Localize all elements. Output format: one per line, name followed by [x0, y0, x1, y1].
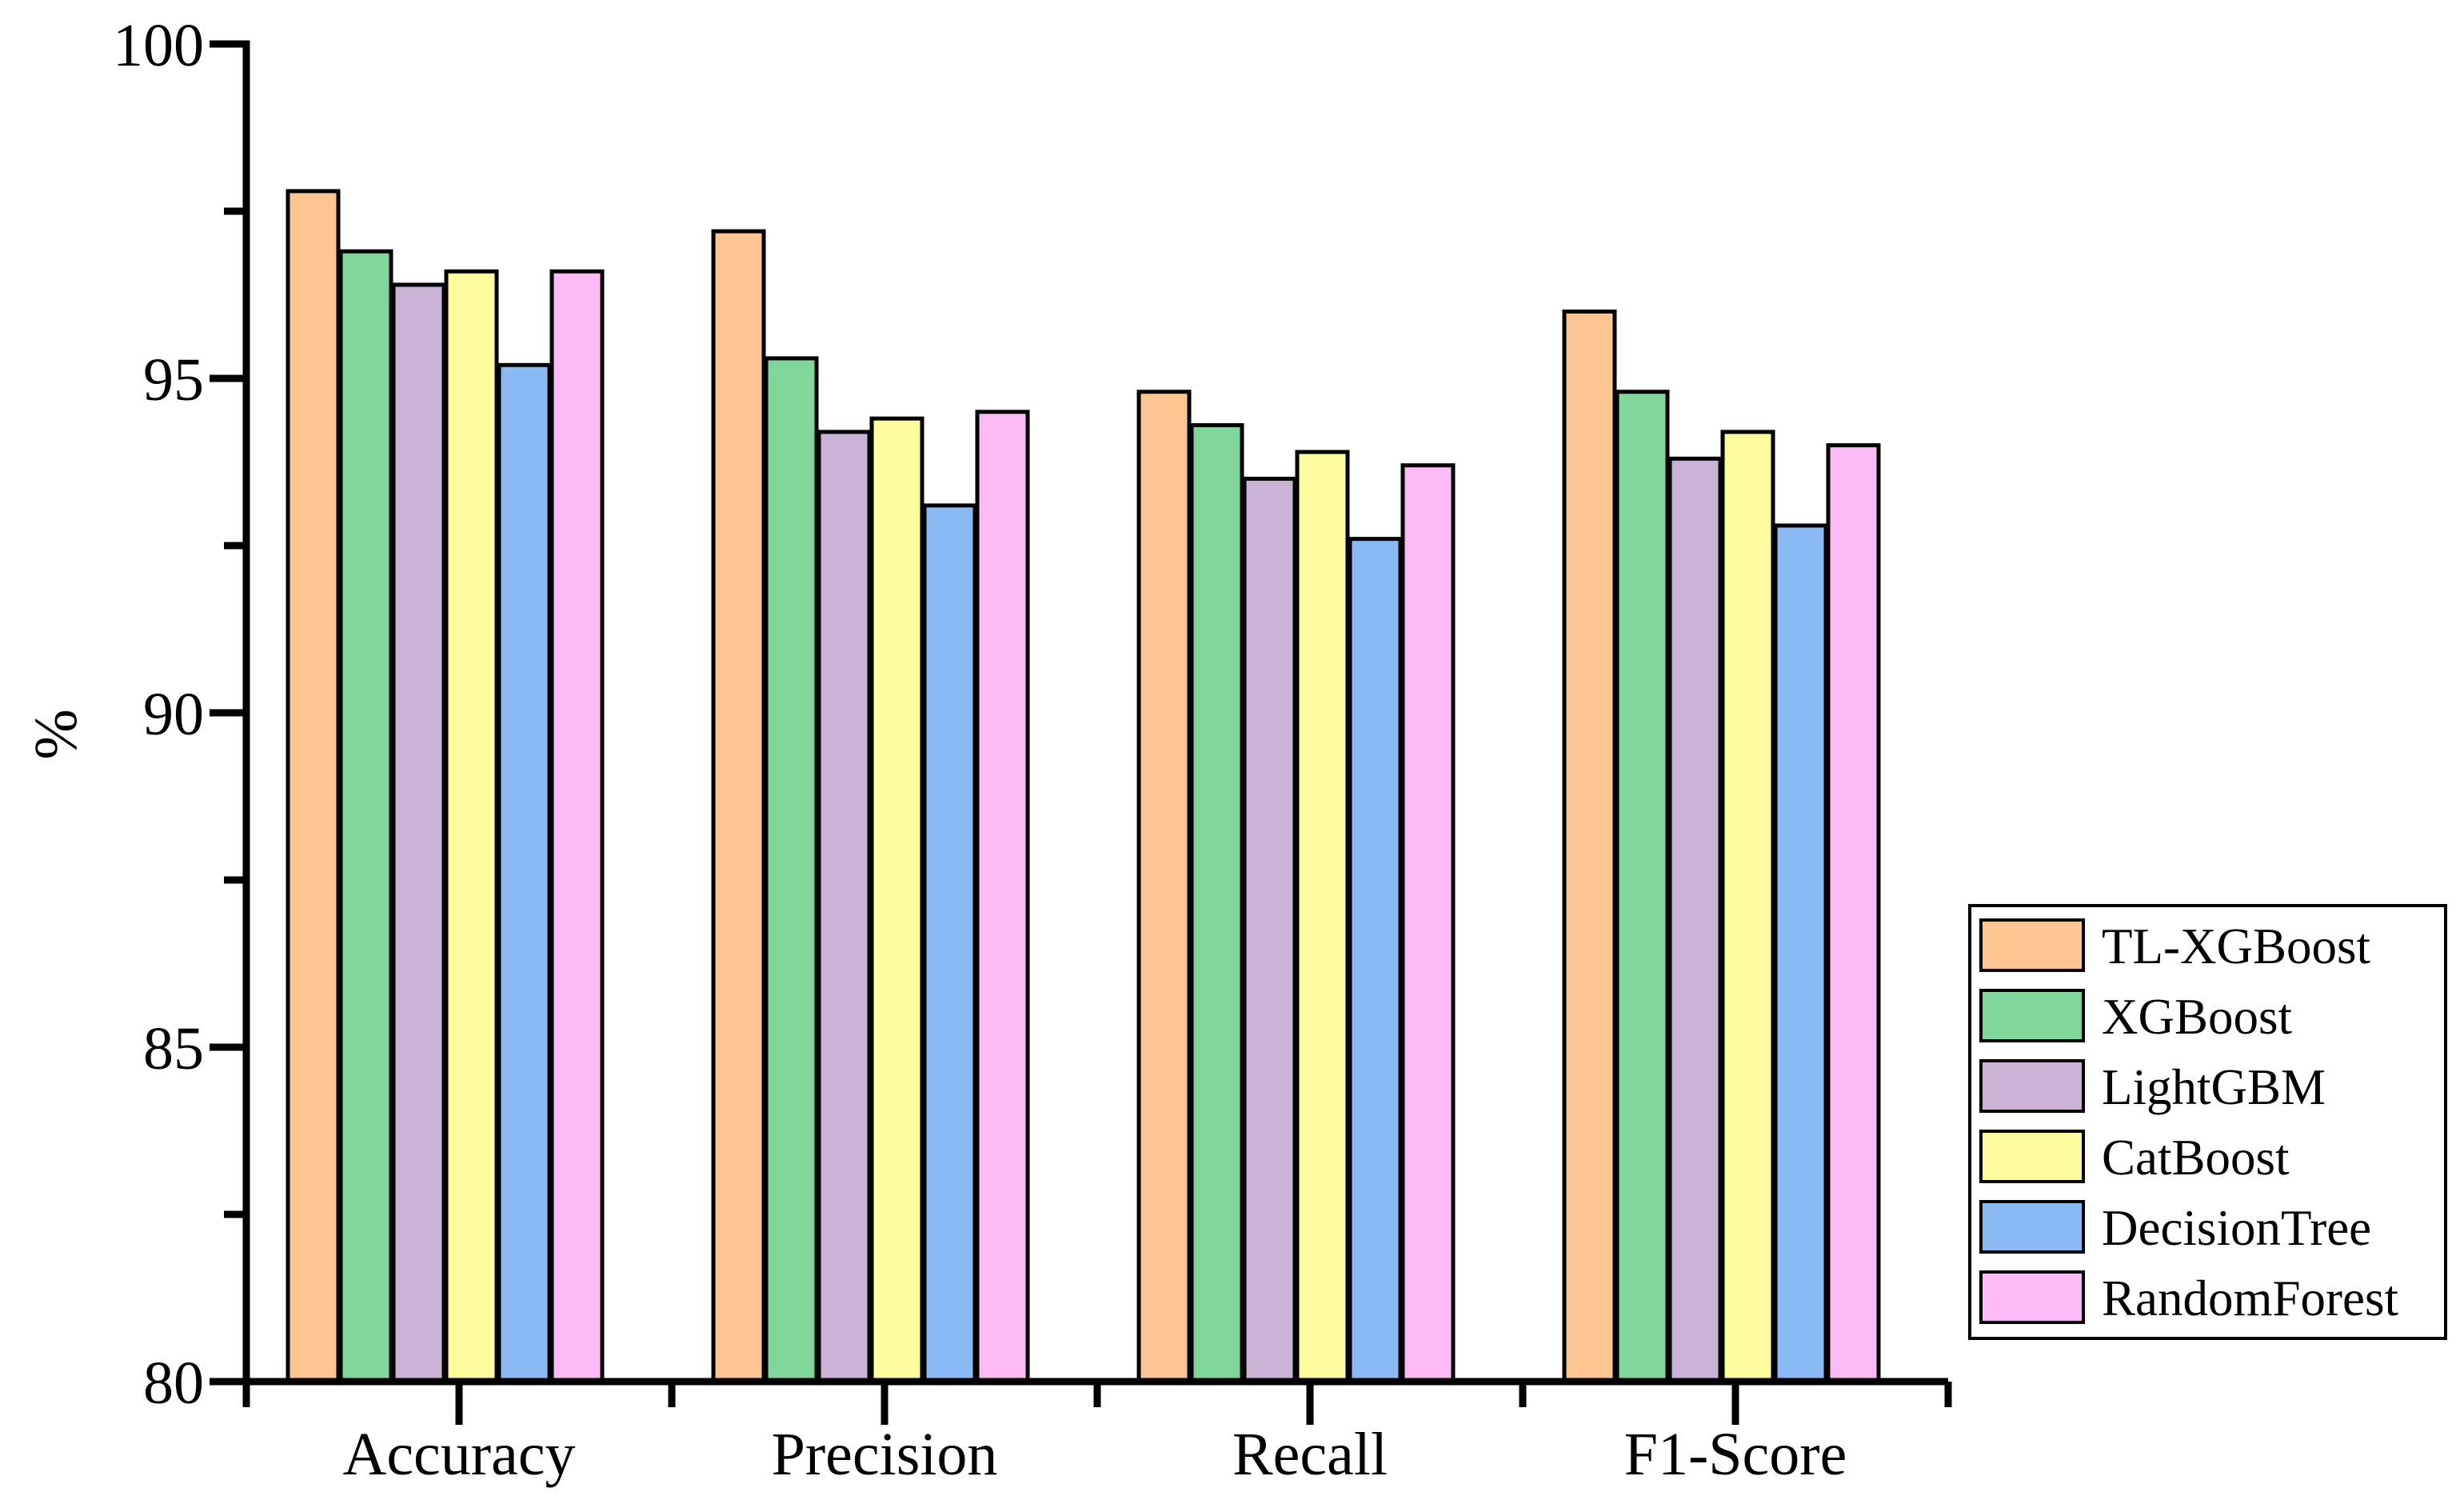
y-tick-label: 80 [143, 1350, 204, 1417]
bar-XGBoost-Precision [764, 356, 819, 1384]
y-tick-label: 90 [143, 681, 204, 748]
legend-label-TL-XGBoost: TL-XGBoost [2102, 918, 2370, 974]
bar-LightGBM-Precision [817, 430, 872, 1384]
legend-swatch-DecisionTree [1979, 1200, 2085, 1254]
bar-RandomForest-Accuracy [549, 269, 605, 1384]
legend-label-CatBoost: CatBoost [2102, 1130, 2290, 1186]
bar-RandomForest-Recall [1400, 463, 1456, 1384]
legend-swatch-CatBoost [1979, 1130, 2085, 1183]
bar-CatBoost-F1-Score [1720, 430, 1775, 1384]
x-category-label: Precision [772, 1421, 998, 1488]
bar-CatBoost-Precision [869, 416, 924, 1384]
bar-DecisionTree-Accuracy [497, 362, 552, 1384]
legend-box [1968, 904, 2447, 1340]
legend-label-XGBoost: XGBoost [2102, 989, 2293, 1045]
legend-swatch-RandomForest [1979, 1270, 2085, 1324]
bar-XGBoost-Accuracy [338, 249, 393, 1384]
x-category-label: F1-Score [1624, 1421, 1847, 1488]
legend-label-DecisionTree: DecisionTree [2102, 1200, 2371, 1256]
bar-XGBoost-F1-Score [1615, 390, 1670, 1384]
y-tick-label: 100 [113, 12, 204, 79]
legend-label-LightGBM: LightGBM [2102, 1059, 2326, 1115]
legend-swatch-TL-XGBoost [1979, 918, 2085, 972]
bar-XGBoost-Recall [1189, 423, 1244, 1384]
bar-RandomForest-Precision [975, 410, 1030, 1384]
bar-LightGBM-Accuracy [391, 282, 446, 1384]
bar-CatBoost-Recall [1295, 450, 1350, 1384]
y-axis-title: % [22, 709, 90, 759]
legend-label-RandomForest: RandomForest [2102, 1270, 2398, 1326]
bar-TL-XGBoost-F1-Score [1562, 309, 1617, 1384]
bar-RandomForest-F1-Score [1826, 443, 1881, 1384]
y-tick-label: 95 [143, 346, 204, 414]
bar-DecisionTree-Precision [922, 503, 977, 1384]
bar-DecisionTree-Recall [1348, 537, 1403, 1384]
bar-TL-XGBoost-Precision [711, 229, 766, 1384]
bar-TL-XGBoost-Accuracy [286, 189, 341, 1384]
legend-swatch-LightGBM [1979, 1059, 2085, 1113]
y-tick-label: 85 [143, 1015, 204, 1082]
bar-TL-XGBoost-Recall [1136, 390, 1192, 1384]
bar-CatBoost-Accuracy [444, 269, 499, 1384]
x-category-label: Recall [1232, 1421, 1388, 1488]
x-category-label: Accuracy [342, 1421, 575, 1488]
bar-DecisionTree-F1-Score [1773, 523, 1828, 1384]
legend-swatch-XGBoost [1979, 989, 2085, 1042]
bar-LightGBM-F1-Score [1667, 456, 1723, 1384]
bar-LightGBM-Recall [1242, 476, 1297, 1384]
